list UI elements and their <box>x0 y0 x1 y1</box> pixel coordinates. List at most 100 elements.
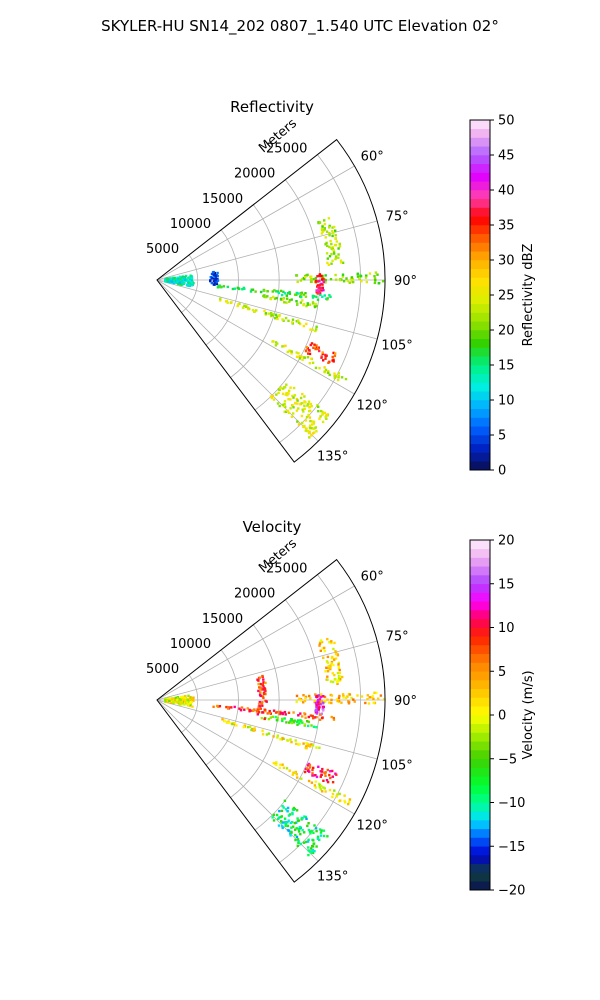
colorbar-segment <box>470 163 490 173</box>
radar-gate <box>298 825 302 829</box>
radar-gate <box>242 725 245 729</box>
radar-gate <box>283 410 286 413</box>
range-tick-label: 5000 <box>146 662 179 677</box>
radar-gate <box>184 695 187 698</box>
radar-gate <box>332 250 336 253</box>
radar-gate <box>312 717 315 720</box>
radar-gate <box>318 644 321 647</box>
radar-gate <box>377 697 380 700</box>
radar-gate <box>316 289 319 293</box>
radar-gate <box>275 315 278 319</box>
radar-gate <box>281 719 284 723</box>
radar-gate <box>286 350 289 354</box>
radar-gate <box>295 809 299 812</box>
radar-gate <box>306 404 309 407</box>
range-gridline <box>181 674 199 733</box>
echo-feature <box>262 294 318 309</box>
radar-gate <box>322 289 325 292</box>
radar-gate <box>251 288 255 291</box>
radar-gate <box>328 373 331 377</box>
radar-gate <box>214 274 217 277</box>
radar-gate <box>313 824 316 827</box>
colorbar-segment <box>470 198 490 208</box>
radar-gate <box>356 275 360 278</box>
colorbar-segment <box>470 688 490 698</box>
azimuth-gridline <box>156 279 378 340</box>
radar-gate <box>171 280 174 284</box>
radar-gate <box>181 277 184 280</box>
radar-gate <box>226 707 230 710</box>
radar-gate <box>321 410 324 414</box>
radar-gate <box>289 821 292 825</box>
radar-gate <box>295 397 299 401</box>
radar-gate <box>329 239 332 243</box>
radar-gate <box>215 281 218 284</box>
radar-gate <box>314 366 318 370</box>
colorbar-segment <box>470 750 490 760</box>
radar-gate <box>181 280 184 283</box>
radar-gate <box>305 767 309 770</box>
radar-gate <box>315 775 319 779</box>
radar-gate <box>374 271 378 274</box>
range-tick-label: 25000 <box>266 142 307 157</box>
colorbar-segment <box>470 566 490 576</box>
radar-gate <box>294 833 297 837</box>
radar-gate <box>330 701 333 705</box>
echo-feature <box>304 342 337 364</box>
radar-gate <box>168 699 171 703</box>
radar-gate <box>318 273 322 276</box>
radar-gate <box>271 395 274 398</box>
radar-gate <box>316 694 319 698</box>
radar-gate <box>259 682 262 686</box>
radar-gate <box>338 671 341 675</box>
radar-gate <box>291 321 294 324</box>
radar-gate <box>310 743 313 746</box>
radar-gate <box>292 825 295 828</box>
radar-gate <box>313 346 316 349</box>
radar-gate <box>290 298 293 301</box>
radar-gate <box>295 835 299 839</box>
azimuth-tick-label: 60° <box>361 570 384 585</box>
radar-gate <box>327 217 331 220</box>
radar-gate <box>312 774 315 777</box>
radar-gate <box>327 371 330 375</box>
radar-gate <box>283 400 287 403</box>
radar-gate <box>338 242 341 246</box>
radar-gate <box>318 367 321 370</box>
colorbar-segment <box>470 872 490 882</box>
radar-gate <box>376 273 379 276</box>
radar-gate <box>189 696 192 699</box>
radar-gate <box>303 407 306 410</box>
radar-gate <box>190 279 193 283</box>
radar-gate <box>304 419 307 422</box>
radar-gate <box>328 232 331 235</box>
radar-gate <box>310 342 314 345</box>
radar-gate <box>323 366 326 369</box>
radar-gate <box>296 838 300 841</box>
radar-gate <box>296 302 299 305</box>
radar-gate <box>343 794 346 797</box>
radar-gate <box>320 640 324 644</box>
radar-gate <box>330 262 333 265</box>
echo-feature <box>164 274 195 287</box>
radar-gate <box>311 432 315 435</box>
radar-gate <box>211 276 214 279</box>
radar-gate <box>276 734 279 737</box>
radar-gate <box>374 279 377 282</box>
radar-gate <box>263 289 266 292</box>
colorbar-segment <box>470 365 490 375</box>
radar-gate <box>183 696 186 699</box>
colorbar-segment <box>470 321 490 331</box>
range-tick-label: 15000 <box>202 612 243 627</box>
radar-gate <box>306 403 310 406</box>
radar-gate <box>291 813 294 816</box>
radar-gate <box>324 278 327 282</box>
radar-gate <box>324 357 327 360</box>
radar-gate <box>365 280 368 284</box>
radar-gate <box>297 407 300 410</box>
radar-gate <box>320 770 324 773</box>
radar-gate <box>325 252 329 255</box>
radar-gate <box>339 799 342 802</box>
echo-feature <box>318 637 344 685</box>
velocity-panel: Velocity 500010000150002000025000Meters6… <box>146 518 536 899</box>
